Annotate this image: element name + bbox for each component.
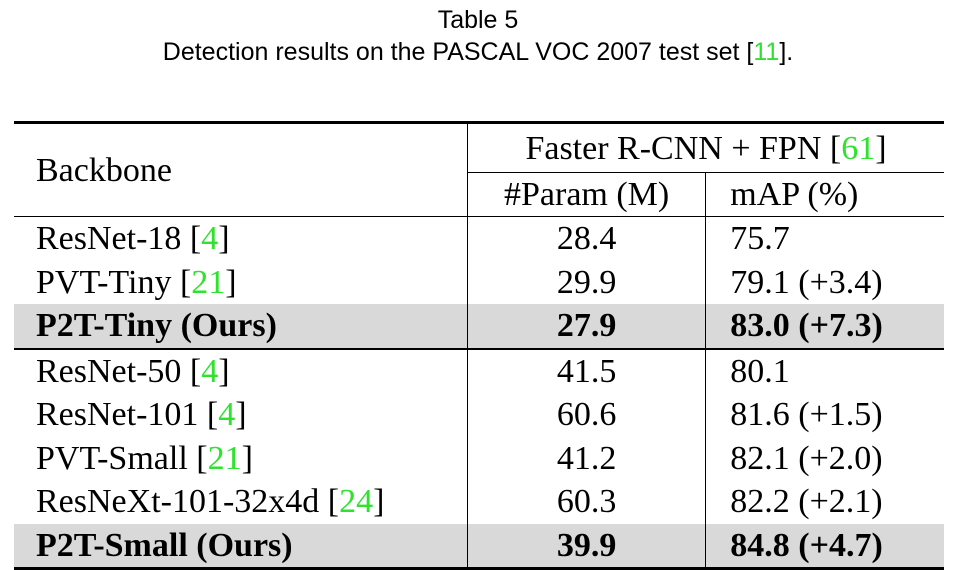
citation: 24 (339, 483, 374, 521)
params-cell: 28.4 (466, 216, 706, 261)
header-text: Faster R-CNN + FPN [ (525, 129, 842, 167)
header-text: ] (875, 129, 887, 167)
map-cell: 82.2 (+2.1) (705, 480, 944, 524)
backbone-text: ResNeXt-101-32x4d [ (36, 483, 340, 521)
header-row: #Param (M) mAP (%) (14, 172, 944, 217)
backbone-text: ResNet-18 [ (36, 220, 202, 258)
params-cell: 39.9 (466, 523, 706, 569)
backbone-text: ResNet-101 [ (36, 396, 219, 434)
backbone-cell: ResNet-101 [4] (14, 393, 468, 437)
table-title: Table 5 (437, 6, 519, 34)
table-row: P2T-Tiny (Ours) 27.9 83.0 (+7.3) (14, 304, 944, 349)
citation: 11 (753, 38, 780, 66)
backbone-text: ] (373, 483, 385, 521)
header-row: Backbone Faster R-CNN + FPN [61] (14, 122, 944, 189)
params-cell: 60.3 (466, 480, 706, 524)
table-caption: Detection results on the PASCAL VOC 2007… (0, 38, 956, 67)
backbone-cell: ResNeXt-101-32x4d [24] (14, 480, 468, 524)
caption-text: Detection results on the PASCAL VOC 2007… (162, 38, 754, 66)
header-cell: #Param (M) (466, 172, 706, 217)
backbone-text: ] (225, 263, 237, 301)
citation: 21 (207, 439, 242, 477)
map-cell: 79.1 (+3.4) (705, 260, 944, 304)
map-cell: 80.1 (705, 347, 944, 393)
backbone-cell: P2T-Small (Ours) (14, 523, 468, 569)
citation: 61 (841, 129, 876, 167)
table-row: ResNet-50 [4] 41.5 80.1 (14, 347, 944, 393)
backbone-text: PVT-Small [ (36, 439, 208, 477)
results-table: Backbone Faster R-CNN + FPN [61] #Param … (14, 121, 944, 570)
params-cell: 60.6 (466, 393, 706, 437)
header-cell: mAP (%) (705, 172, 944, 217)
table-row: ResNeXt-101-32x4d [24] 60.3 82.2 (+2.1) (14, 480, 944, 524)
params-cell: 29.9 (466, 260, 706, 304)
backbone-text: P2T-Tiny (Ours) (36, 307, 277, 345)
citation: 21 (191, 263, 226, 301)
backbone-cell: PVT-Small [21] (14, 437, 468, 481)
caption-text: ]. (779, 38, 794, 66)
table-row: ResNet-18 [4] 28.4 75.7 (14, 216, 944, 261)
citation: 4 (201, 352, 219, 390)
backbone-cell: ResNet-18 [4] (14, 216, 468, 261)
citation: 4 (201, 220, 219, 258)
map-cell: 82.1 (+2.0) (705, 436, 944, 480)
backbone-text: PVT-Tiny [ (36, 263, 192, 301)
group-header: Faster R-CNN + FPN [61] (467, 122, 944, 173)
backbone-text: ] (218, 220, 230, 258)
backbone-text: ResNet-50 [ (36, 352, 202, 390)
backbone-cell: PVT-Tiny [21] (14, 261, 468, 305)
citation: 4 (218, 396, 236, 434)
backbone-cell: P2T-Tiny (Ours) (14, 304, 468, 349)
table-body: Backbone Faster R-CNN + FPN [61] #Param … (14, 122, 944, 569)
table-row: PVT-Small [21] 41.2 82.1 (+2.0) (14, 436, 944, 481)
params-cell: 41.2 (466, 436, 706, 480)
params-cell: 41.5 (466, 347, 706, 393)
header-cell: Backbone (36, 151, 172, 189)
params-cell: 27.9 (466, 304, 706, 349)
backbone-text: P2T-Small (Ours) (36, 526, 293, 564)
table-row: P2T-Small (Ours) 39.9 84.8 (+4.7) (14, 523, 944, 569)
map-cell: 83.0 (+7.3) (705, 304, 944, 349)
backbone-text: ] (218, 352, 230, 390)
backbone-cell: ResNet-50 [4] (14, 347, 468, 393)
backbone-text: ] (241, 439, 253, 477)
map-cell: 81.6 (+1.5) (705, 393, 944, 437)
map-cell: 84.8 (+4.7) (705, 523, 944, 569)
table-row: ResNet-101 [4] 60.6 81.6 (+1.5) (14, 393, 944, 437)
backbone-text: ] (235, 396, 247, 434)
table-row: PVT-Tiny [21] 29.9 79.1 (+3.4) (14, 260, 944, 305)
map-cell: 75.7 (705, 216, 944, 261)
